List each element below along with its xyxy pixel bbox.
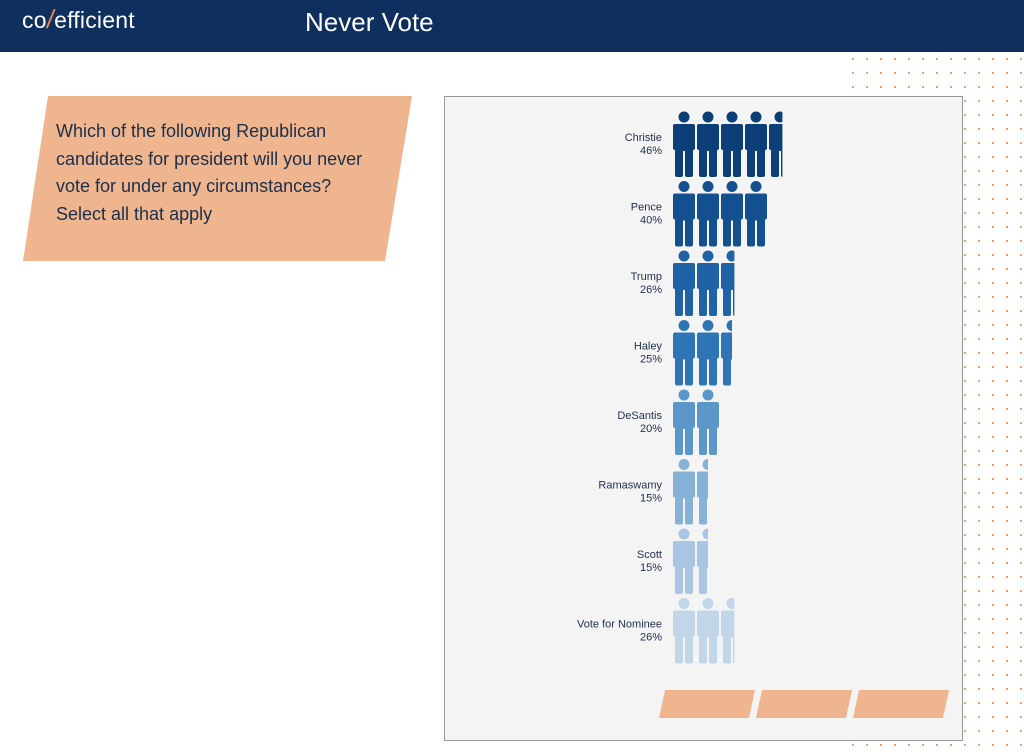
header-bar: co/efficient Never Vote: [0, 0, 1024, 52]
pictogram-bar-christie: [673, 111, 783, 177]
person-icon: [721, 250, 735, 316]
footer-accent-block: [853, 690, 949, 718]
person-icon: [745, 111, 767, 177]
category-label: Pence: [631, 202, 662, 214]
value-label: 46%: [640, 145, 662, 157]
value-label: 26%: [640, 284, 662, 296]
person-icon: [673, 598, 695, 664]
category-label: DeSantis: [617, 410, 662, 422]
footer-accent-block: [756, 690, 852, 718]
footer-accent-block: [659, 690, 755, 718]
person-icon: [697, 250, 719, 316]
person-icon: [673, 389, 695, 455]
pictogram-bar-scott: [673, 528, 708, 594]
category-label: Scott: [637, 549, 662, 561]
person-icon: [697, 181, 719, 247]
person-icon: [673, 528, 695, 594]
person-icon: [721, 598, 735, 664]
person-icon: [673, 459, 695, 525]
page-title: Never Vote: [305, 7, 434, 37]
person-icon: [697, 389, 719, 455]
pictogram-bar-haley: [673, 320, 732, 386]
value-label: 26%: [640, 632, 662, 644]
person-icon: [745, 181, 767, 247]
person-icon: [697, 598, 719, 664]
value-label: 15%: [640, 493, 662, 505]
person-icon: [697, 528, 708, 594]
person-icon: [697, 320, 719, 386]
pictogram-bar-ramaswamy: [673, 459, 708, 525]
pictogram-bar-vote-for-nominee: [673, 598, 735, 664]
person-icon: [769, 111, 783, 177]
question-text: Which of the following Republican candid…: [56, 121, 363, 224]
chart-canvas: Christie46%Pence40%Trump26%Haley25%DeSan…: [577, 111, 949, 718]
pictogram-bar-pence: [673, 181, 767, 247]
category-label: Haley: [634, 341, 663, 353]
category-label: Vote for Nominee: [577, 619, 662, 631]
logo-text-right: efficient: [54, 7, 135, 33]
value-label: 15%: [640, 562, 662, 574]
category-label: Ramaswamy: [598, 480, 662, 492]
person-icon: [697, 459, 708, 525]
value-label: 25%: [640, 354, 662, 366]
value-label: 20%: [640, 423, 662, 435]
person-icon: [673, 250, 695, 316]
person-icon: [673, 181, 695, 247]
category-label: Trump: [631, 271, 662, 283]
person-icon: [673, 111, 695, 177]
person-icon: [721, 181, 743, 247]
person-icon: [721, 111, 743, 177]
pictogram-chart: Christie 46% Pence 40% Trump 26% Haley 25% DeSan…: [444, 96, 963, 741]
value-label: 40%: [640, 215, 662, 227]
person-icon: [673, 320, 695, 386]
question-callout: Which of the following Republican candid…: [23, 96, 412, 261]
company-logo: co/efficient: [22, 4, 135, 35]
category-label: Christie: [625, 132, 662, 144]
person-icon: [697, 111, 719, 177]
person-icon: [721, 320, 732, 386]
logo-text-left: co: [22, 7, 47, 33]
pictogram-bar-trump: [673, 250, 735, 316]
question-callout-shape: [23, 96, 412, 261]
pictogram-bar-desantis: [673, 389, 719, 455]
